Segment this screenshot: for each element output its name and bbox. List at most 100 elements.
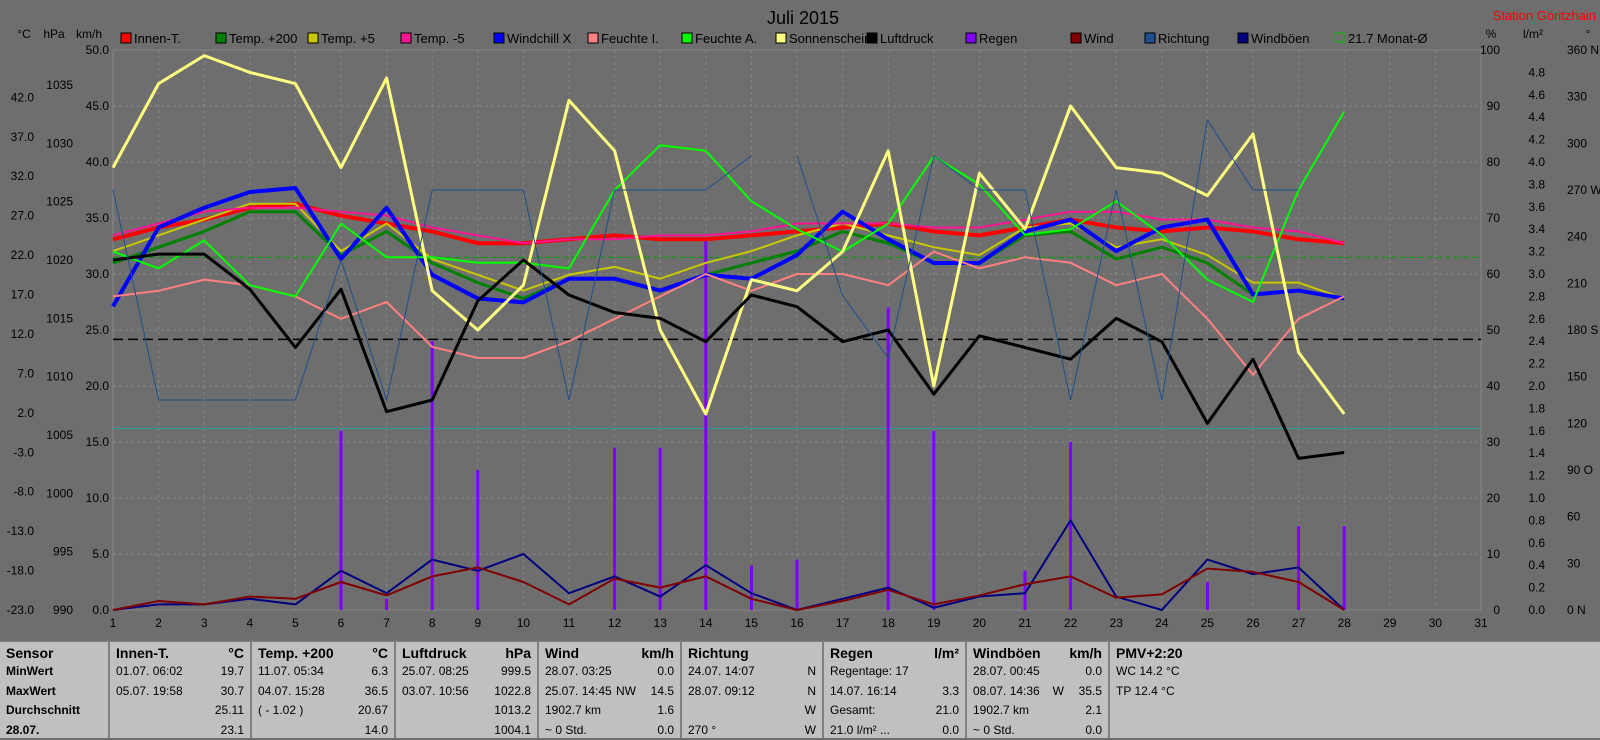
cell-date: 25.07. 08:25 (402, 662, 469, 682)
cell-value: 999.5 (501, 662, 531, 682)
x-tick-label: 4 (246, 616, 253, 630)
column-title: Regen (830, 645, 873, 661)
legend-item: Windchill X (494, 31, 572, 46)
station-name: Station Göritzhain (1493, 8, 1596, 23)
x-tick-label: 13 (654, 616, 668, 630)
cell-value: 0.0 (1085, 721, 1102, 740)
rain-tick-label: 4.8 (1528, 65, 1545, 79)
cell-value: 2.1 (1085, 701, 1102, 721)
table-row-label: MaxWert (6, 682, 102, 702)
cell-date: 28.07. 00:45 (973, 662, 1040, 682)
series-innen-t (113, 204, 1344, 243)
humidity-tick-label: 10 (1487, 547, 1501, 561)
table-row-label: Durchschnitt (6, 701, 102, 721)
legend-swatch (494, 33, 504, 43)
x-tick-label: 20 (973, 616, 987, 630)
cell-value: 0.0 (657, 662, 674, 682)
temp-tick-label: 2.0 (17, 406, 34, 420)
legend-item: Temp. +5 (308, 31, 375, 46)
x-tick-label: 11 (563, 616, 576, 630)
cell-date: 1902.7 km (545, 701, 601, 721)
cell-date: 28.07. 03:25 (545, 662, 612, 682)
cell-value: 30.7 (221, 682, 244, 702)
legend-item: Temp. -5 (401, 31, 465, 46)
humidity-tick-label: 100 (1480, 43, 1500, 57)
temp-tick-label: -8.0 (13, 485, 34, 499)
rain-tick-label: 4.4 (1528, 110, 1545, 124)
rain-tick-label: 0.4 (1528, 558, 1545, 572)
table-column-header: Innen-T.°C (116, 642, 244, 662)
wind-tick-label: 35.0 (86, 211, 110, 225)
legend-swatch (867, 33, 877, 43)
rain-tick-label: 0.6 (1528, 536, 1545, 550)
cell-date: 1902.7 km (973, 701, 1029, 721)
cell-value: 0.0 (657, 721, 674, 740)
left-axes: 42.037.032.027.022.017.012.07.02.0-3.0-8… (7, 27, 110, 617)
pressure-tick-label: 1020 (46, 253, 73, 267)
cell-date: TP 12.4 °C (1116, 682, 1175, 702)
table-cell-row: 11.07. 05:34 6.3 (258, 662, 388, 682)
x-tick-label: 8 (429, 616, 436, 630)
rain-bar (932, 431, 935, 610)
x-tick-label: 22 (1064, 616, 1078, 630)
pressure-tick-label: 1035 (46, 78, 73, 92)
humidity-tick-label: 20 (1487, 491, 1501, 505)
temp-axis-unit: °C (17, 27, 31, 41)
legend-label: Sonnenschein (789, 31, 871, 46)
temp-tick-label: -23.0 (7, 603, 35, 617)
legend-swatch (682, 33, 692, 43)
legend-label: Temp. +200 (229, 31, 297, 46)
table-row-label: MinWert (6, 662, 102, 682)
column-title: Richtung (688, 645, 749, 661)
direction-axis-unit: ° (1586, 27, 1591, 41)
legend-label: Windchill X (507, 31, 572, 46)
cell-value: 6.3 (371, 662, 388, 682)
table-cell-row: 23.1 (116, 721, 244, 740)
x-tick-label: 18 (882, 616, 896, 630)
pressure-axis-unit: hPa (43, 27, 65, 41)
rain-bar (659, 448, 662, 610)
series-luftdruck (113, 254, 1344, 458)
cell-date: 11.07. 05:34 (258, 662, 324, 682)
legend-label: Innen-T. (134, 31, 181, 46)
table-cell-row: Regentage: 17 (830, 662, 959, 682)
table-cell-row: WC 14.2 °C (1116, 662, 1262, 682)
table-cell-row: TP 12.4 °C (1116, 682, 1262, 702)
temp-tick-label: 22.0 (11, 248, 35, 262)
rain-bar (704, 240, 707, 610)
series-sonnenschein (113, 56, 1344, 414)
x-tick-label: 21 (1018, 616, 1032, 630)
temp-tick-label: 32.0 (11, 169, 35, 183)
cell-value: 36.5 (365, 682, 388, 702)
cell-date: WC 14.2 °C (1116, 662, 1179, 682)
legend-label: Richtung (1158, 31, 1209, 46)
table-cell-row: ( - 1.02 )20.67 (258, 701, 388, 721)
wind-tick-label: 0.0 (92, 603, 109, 617)
cell-value: 25.11 (215, 701, 244, 721)
humidity-tick-label: 50 (1487, 323, 1501, 337)
humidity-tick-label: 90 (1487, 99, 1501, 113)
legend-swatch (1335, 33, 1344, 42)
direction-tick-label: 180 S (1567, 323, 1598, 337)
rain-tick-label: 4.2 (1528, 133, 1545, 147)
column-title: Wind (545, 645, 579, 661)
x-tick-label: 24 (1155, 616, 1169, 630)
table-cell-row: 28.07. 03:25 0.0 (545, 662, 674, 682)
x-tick-label: 1 (110, 616, 117, 630)
x-tick-label: 14 (699, 616, 713, 630)
rain-tick-label: 1.4 (1528, 446, 1545, 460)
legend-item: 21.7 Monat-Ø (1335, 31, 1428, 46)
rain-axis-unit: l/m² (1523, 27, 1543, 41)
x-tick-label: 30 (1429, 616, 1443, 630)
cell-date: 03.07. 10:56 (402, 682, 469, 702)
table-cell-row: 21.0 l/m² ...0.0 (830, 721, 959, 740)
wind-tick-label: 50.0 (86, 43, 110, 57)
rain-bar (1069, 442, 1072, 610)
rain-bar (613, 448, 616, 610)
rain-bar (1206, 582, 1209, 610)
